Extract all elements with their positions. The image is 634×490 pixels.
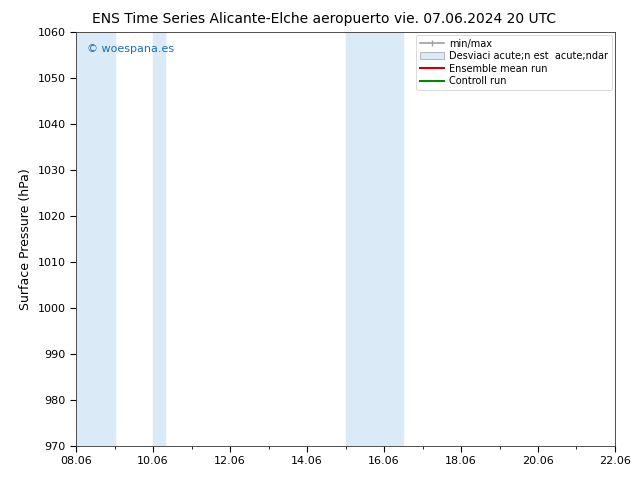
- Legend: min/max, Desviaci acute;n est  acute;ndar, Ensemble mean run, Controll run: min/max, Desviaci acute;n est acute;ndar…: [416, 35, 612, 90]
- Bar: [346, 32, 403, 446]
- Bar: [76, 32, 115, 446]
- Text: ENS Time Series Alicante-Elche aeropuerto: ENS Time Series Alicante-Elche aeropuert…: [92, 12, 390, 26]
- Y-axis label: Surface Pressure (hPa): Surface Pressure (hPa): [19, 168, 32, 310]
- Text: vie. 07.06.2024 20 UTC: vie. 07.06.2024 20 UTC: [394, 12, 557, 26]
- Text: © woespana.es: © woespana.es: [87, 44, 174, 54]
- Bar: [153, 32, 165, 446]
- Bar: [615, 32, 634, 446]
